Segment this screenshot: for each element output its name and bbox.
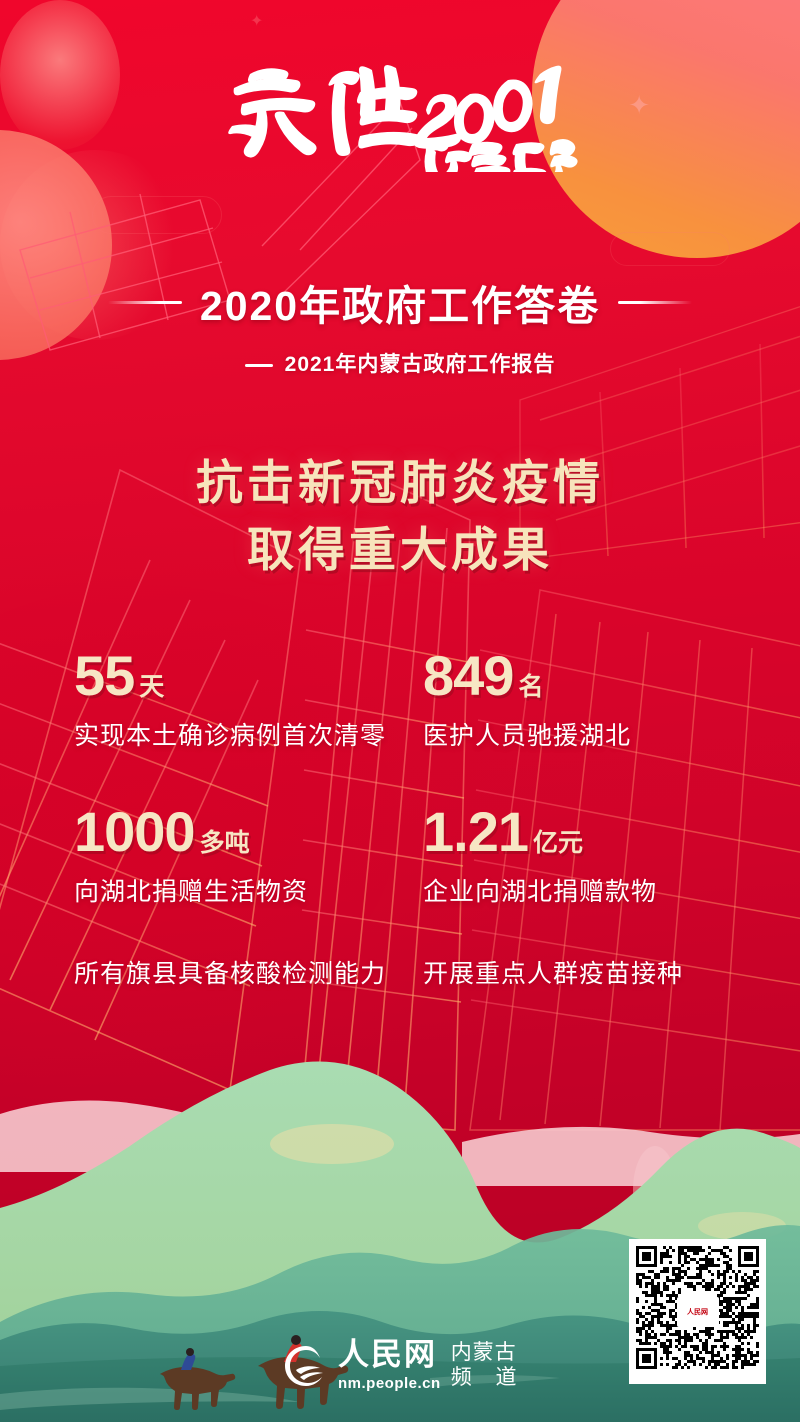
footer-channel-line-1: 内蒙古 bbox=[450, 1341, 517, 1365]
stat-caption-1: 医护人员驰援湖北 bbox=[423, 722, 632, 750]
note-item-1: 开展重点人群疫苗接种 bbox=[409, 954, 744, 990]
cloud-outline bbox=[610, 232, 730, 266]
headline-line-1: 抗击新冠肺炎疫情 bbox=[196, 456, 604, 509]
stat-unit-0: 天 bbox=[139, 673, 165, 701]
footer-brand-url: nm.people.cn bbox=[338, 1375, 441, 1392]
stat-value-1: 849 bbox=[423, 644, 514, 707]
footer-brand: 人民网 nm.people.cn 内蒙古 频 道 bbox=[282, 1339, 526, 1392]
stat-item-3: 1.21 亿元 企业向湖北捐赠款物 bbox=[409, 804, 744, 908]
note-text-0: 所有旗县具备核酸检测能力 bbox=[74, 960, 387, 988]
headline-block: 抗击新冠肺炎疫情 取得重大成果 bbox=[0, 450, 800, 583]
page-subtitle: 2021年内蒙古政府工作报告 bbox=[284, 353, 556, 376]
title-rule-left bbox=[107, 300, 182, 304]
page-subtitle-row: 2021年内蒙古政府工作报告 bbox=[0, 348, 800, 378]
stat-item-0: 55 天 实现本土确诊病例首次清零 bbox=[74, 648, 409, 752]
stat-unit-1: 名 bbox=[518, 673, 544, 701]
hills-and-riders bbox=[0, 1061, 800, 1422]
stat-value-row-2: 1000 多吨 bbox=[74, 804, 409, 860]
masthead-logo bbox=[0, 52, 800, 182]
footer-channel-line-2: 频 道 bbox=[450, 1365, 526, 1389]
note-text-1: 开展重点人群疫苗接种 bbox=[423, 960, 684, 988]
stat-unit-2: 多吨 bbox=[199, 829, 250, 857]
footer-brand-name: 人民网 bbox=[338, 1337, 437, 1372]
stat-item-2: 1000 多吨 向湖北捐赠生活物资 bbox=[74, 804, 409, 908]
page-title: 2020年政府工作答卷 bbox=[199, 283, 601, 329]
headline-line-2: 取得重大成果 bbox=[247, 522, 553, 576]
title-rule-right bbox=[618, 300, 693, 304]
stat-value-row-0: 55 天 bbox=[74, 648, 409, 704]
stat-caption-3: 企业向湖北捐赠款物 bbox=[423, 878, 658, 906]
stat-caption-0: 实现本土确诊病例首次清零 bbox=[74, 722, 387, 750]
stats-row-2: 1000 多吨 向湖北捐赠生活物资 1.21 亿元 企业向湖北捐赠款物 bbox=[74, 804, 744, 908]
stat-item-1: 849 名 医护人员驰援湖北 bbox=[409, 648, 744, 752]
cloud-outline bbox=[92, 196, 222, 234]
qr-code-matrix: 人民网 bbox=[636, 1246, 759, 1377]
stat-unit-3: 亿元 bbox=[533, 829, 584, 857]
sparkle-icon: ✦ bbox=[628, 90, 650, 120]
stat-value-0: 55 bbox=[74, 644, 135, 707]
landscape-illustration bbox=[0, 1022, 800, 1422]
stats-grid: 55 天 实现本土确诊病例首次清零 849 名 医护人员驰援湖北 1000 多吨… bbox=[74, 648, 744, 990]
stat-value-3: 1.21 bbox=[423, 800, 529, 863]
page-title-row: 2020年政府工作答卷 bbox=[0, 272, 800, 332]
note-item-0: 所有旗县具备核酸检测能力 bbox=[74, 954, 409, 990]
footer-brand-text: 人民网 nm.people.cn bbox=[338, 1339, 441, 1392]
subtitle-dash bbox=[244, 363, 273, 367]
footer-channel: 内蒙古 频 道 bbox=[451, 1341, 526, 1389]
stat-value-row-1: 849 名 bbox=[423, 648, 744, 704]
sparkle-icon: ✦ bbox=[250, 13, 264, 30]
stat-value-2: 1000 bbox=[74, 800, 196, 863]
decorative-circle-small bbox=[0, 0, 120, 150]
qr-code[interactable]: 人民网 bbox=[629, 1239, 766, 1384]
people-cn-logo-icon bbox=[285, 1345, 323, 1386]
horse-rider-blue bbox=[160, 1348, 236, 1410]
stats-row-1: 55 天 实现本土确诊病例首次清零 849 名 医护人员驰援湖北 bbox=[74, 648, 744, 752]
stats-row-3: 所有旗县具备核酸检测能力 开展重点人群疫苗接种 bbox=[74, 954, 744, 990]
stat-caption-2: 向湖北捐赠生活物资 bbox=[74, 878, 309, 906]
title-block: 2020年政府工作答卷 2021年内蒙古政府工作报告 bbox=[0, 272, 800, 378]
brush-calligraphy bbox=[228, 64, 578, 172]
qr-center-logo: 人民网 bbox=[676, 1296, 719, 1327]
stat-value-row-3: 1.21 亿元 bbox=[423, 804, 744, 860]
